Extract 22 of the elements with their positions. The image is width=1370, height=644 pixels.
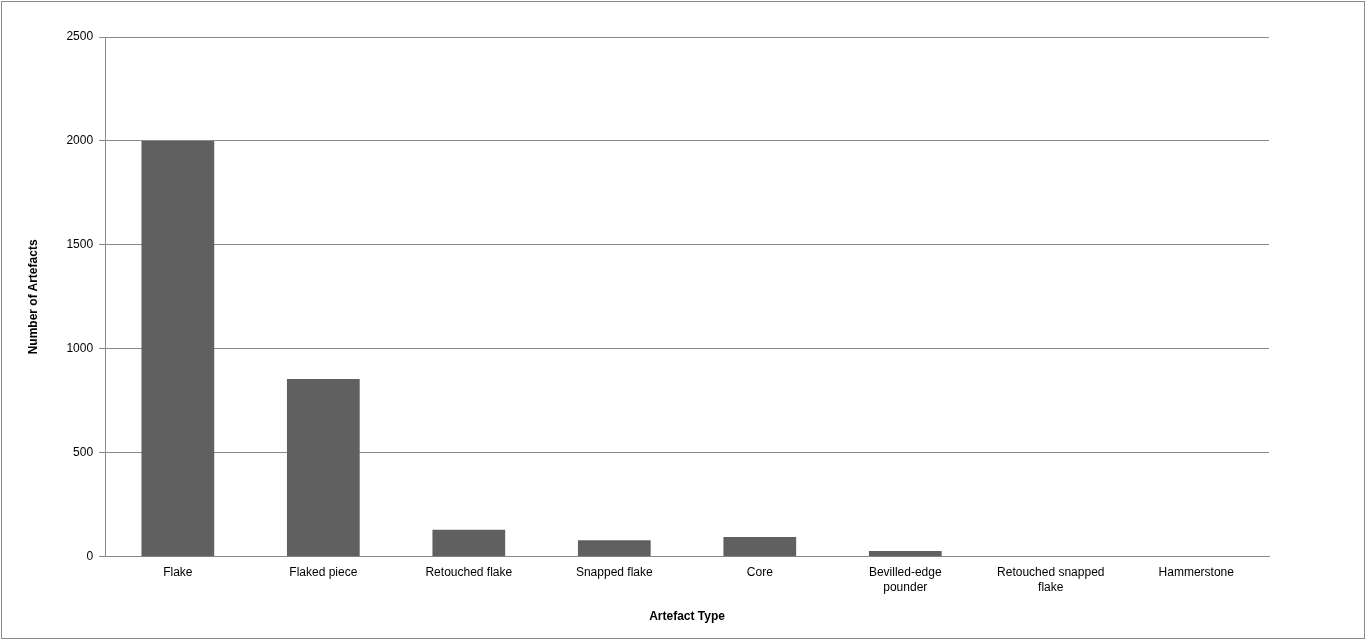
bar <box>286 379 360 557</box>
bar <box>868 550 942 557</box>
bar <box>577 540 651 557</box>
x-tick-label: Core <box>746 565 774 580</box>
x-tick-label: Snapped flake <box>575 565 653 580</box>
y-tick-label: 0 <box>86 549 94 564</box>
x-tick-label: Hammerstone <box>1158 565 1235 580</box>
x-tick-label: Bevilled-edge pounder <box>868 565 942 594</box>
y-tick-label: 1500 <box>66 237 94 252</box>
y-tick-label: 2500 <box>66 29 94 44</box>
y-tick-label: 500 <box>73 445 94 460</box>
x-tick-label: Flake <box>163 565 193 580</box>
bar <box>723 537 797 557</box>
y-tick-label: 2000 <box>66 133 94 148</box>
y-tick-label: 1000 <box>66 341 94 356</box>
x-tick-label: Flaked piece <box>289 565 358 580</box>
bar <box>432 529 506 557</box>
x-tick-label: Retouched snapped flake <box>997 565 1105 594</box>
x-axis-title: Artefact Type <box>649 609 726 624</box>
bar <box>141 140 215 557</box>
x-tick-label: Retouched flake <box>425 565 513 580</box>
y-axis-title: Number of Artefacts <box>25 239 40 355</box>
